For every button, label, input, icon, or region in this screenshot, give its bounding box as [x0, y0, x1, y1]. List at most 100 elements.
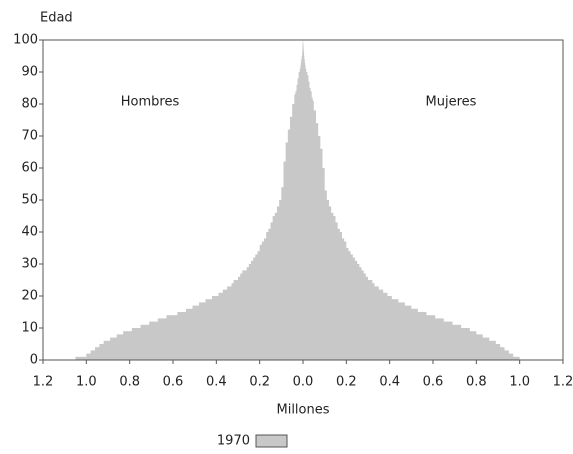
bar [303, 216, 336, 220]
bar [303, 100, 314, 105]
bar [261, 241, 303, 246]
bar [303, 116, 316, 121]
bar [303, 222, 338, 226]
x-tick-label: 1.2 [553, 375, 573, 390]
bar [303, 340, 496, 345]
bar [303, 209, 332, 214]
bar [268, 228, 303, 233]
y-tick-label: 60 [21, 161, 38, 176]
bar [303, 180, 325, 185]
x-tick-label: 0.8 [466, 375, 487, 390]
bar [303, 142, 321, 146]
bar [192, 305, 303, 310]
bar [292, 104, 303, 108]
bar [303, 344, 501, 348]
bar [255, 254, 303, 258]
bar [251, 260, 303, 265]
bar [233, 280, 303, 284]
bar [186, 308, 303, 313]
bar [292, 110, 303, 114]
bar [303, 347, 505, 351]
bar [301, 56, 303, 60]
bar [303, 193, 327, 198]
bar [303, 219, 336, 223]
bar [297, 78, 303, 82]
bar [285, 152, 303, 156]
x-axis-label: Millones [276, 403, 329, 418]
y-tick-label: 50 [21, 193, 38, 208]
bar [303, 235, 342, 239]
x-tick-label: 0.4 [206, 375, 227, 390]
bar [246, 267, 303, 271]
bar [303, 132, 319, 137]
bar [205, 299, 303, 303]
bar [303, 52, 305, 57]
bar [303, 312, 427, 316]
bar [287, 132, 303, 137]
y-tick-label: 80 [21, 97, 38, 112]
bar [303, 145, 321, 150]
bar [303, 184, 325, 188]
bar [279, 203, 303, 207]
bar [303, 164, 323, 169]
bar [287, 129, 303, 134]
bar [242, 270, 303, 274]
bar [303, 110, 316, 114]
bar [292, 107, 303, 111]
bar [303, 289, 384, 294]
bar [227, 286, 303, 290]
x-tick-label: 1.0 [509, 375, 530, 390]
bar [303, 168, 325, 172]
bar [287, 139, 303, 143]
bar [90, 350, 304, 354]
bar [303, 331, 477, 335]
x-tick-label: 0.6 [423, 375, 444, 390]
bar [303, 257, 355, 262]
bar [303, 302, 405, 306]
y-tick-label: 90 [21, 65, 38, 80]
x-tick-label: 1.0 [76, 375, 97, 390]
bar [303, 292, 388, 297]
bar [166, 315, 303, 319]
bar [303, 65, 306, 70]
bar [303, 328, 470, 332]
bar [303, 334, 483, 338]
bar [303, 72, 308, 76]
bar [303, 260, 358, 265]
bar [149, 321, 303, 326]
bar [303, 174, 325, 178]
bar [303, 97, 313, 102]
bar [303, 225, 338, 230]
bar [303, 155, 323, 159]
y-tick-label: 0 [30, 353, 38, 368]
bar [272, 219, 303, 223]
y-tick-label: 100 [13, 33, 38, 48]
bar [131, 328, 303, 332]
bar [303, 120, 316, 124]
bar [295, 91, 303, 95]
bar [303, 56, 305, 60]
bar [303, 123, 319, 127]
bar [270, 222, 303, 226]
y-tick-label: 10 [21, 321, 38, 336]
bar [222, 289, 303, 294]
bar [123, 331, 304, 335]
bar [303, 177, 325, 182]
bar [303, 273, 366, 278]
bar [303, 81, 310, 86]
bar [266, 235, 303, 239]
x-tick-label: 0.4 [379, 375, 400, 390]
bar [303, 136, 321, 140]
bar [283, 174, 303, 178]
legend-swatch [255, 434, 288, 448]
bar [240, 273, 303, 278]
bar [257, 251, 303, 255]
bar [290, 123, 303, 127]
bar [303, 280, 373, 284]
bar [277, 206, 303, 210]
bar [303, 283, 375, 287]
bar [303, 318, 444, 322]
bar [303, 91, 312, 95]
bar [264, 238, 303, 242]
